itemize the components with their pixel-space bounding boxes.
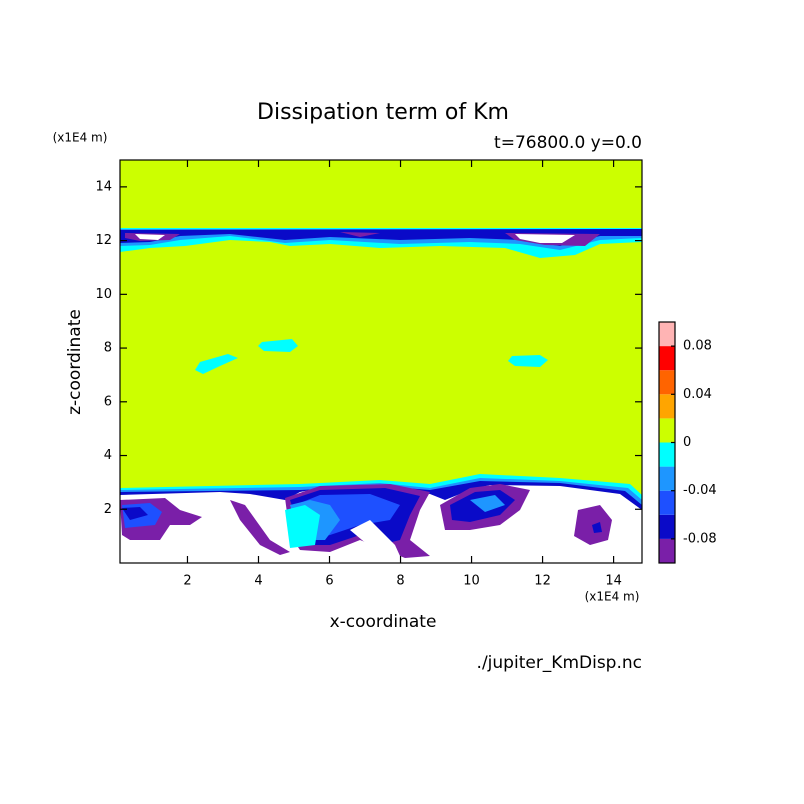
- contour-fill: [125, 232, 600, 246]
- x-unit: (x1E4 m): [585, 590, 640, 604]
- colorbar-bin: [659, 442, 675, 467]
- source-label: ./jupiter_KmDisp.nc: [477, 653, 642, 673]
- x-tick-label: 14: [605, 574, 622, 589]
- x-tick-label: 12: [534, 574, 551, 589]
- colorbar-bin: [659, 370, 675, 395]
- chart-subtitle: t=76800.0 y=0.0: [494, 133, 642, 153]
- y-tick-label: 12: [95, 233, 112, 248]
- y-unit: (x1E4 m): [53, 131, 108, 145]
- colorbar-bin: [659, 538, 675, 563]
- chart-title: Dissipation term of Km: [257, 100, 509, 125]
- colorbar-bin: [659, 418, 675, 443]
- x-tick-label: 10: [463, 574, 480, 589]
- contour-blank: [350, 520, 400, 556]
- colorbar-bin: [659, 394, 675, 419]
- x-tick-label: 8: [396, 574, 404, 589]
- colorbar-tick-label: -0.04: [683, 483, 717, 498]
- y-tick-label: 10: [95, 287, 112, 302]
- y-tick-label: 14: [95, 179, 112, 194]
- y-tick-label: 2: [104, 502, 112, 517]
- colorbar-bin: [659, 346, 675, 371]
- x-tick-label: 4: [254, 574, 262, 589]
- colorbar-tick-label: 0: [683, 435, 691, 450]
- x-axis-label: x-coordinate: [330, 612, 437, 632]
- y-tick-label: 6: [104, 394, 112, 409]
- colorbar-tick-label: 0.04: [683, 387, 712, 402]
- contour-field: [120, 160, 642, 563]
- x-tick-label: 6: [325, 574, 333, 589]
- y-axis-label: z-coordinate: [65, 309, 85, 415]
- y-tick-label: 4: [104, 448, 112, 463]
- contour-blank: [135, 234, 575, 243]
- plot-frame: [119, 159, 643, 564]
- colorbar-frame: [658, 321, 676, 564]
- colorbar-bin: [659, 490, 675, 515]
- y-tick-label: 8: [104, 341, 112, 356]
- x-tick-label: 2: [183, 574, 191, 589]
- colorbar-bin: [659, 514, 675, 539]
- colorbar-tick-label: -0.08: [683, 531, 717, 546]
- colorbar-tick-label: 0.08: [683, 339, 712, 354]
- colorbar-bin: [659, 322, 675, 347]
- contour-fill: [195, 339, 548, 374]
- contour-fill: [285, 505, 320, 548]
- colorbar-bin: [659, 466, 675, 491]
